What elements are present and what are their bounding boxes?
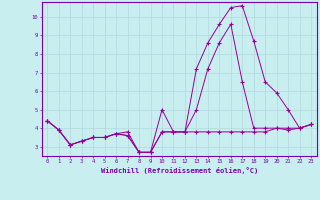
X-axis label: Windchill (Refroidissement éolien,°C): Windchill (Refroidissement éolien,°C) — [100, 167, 258, 174]
